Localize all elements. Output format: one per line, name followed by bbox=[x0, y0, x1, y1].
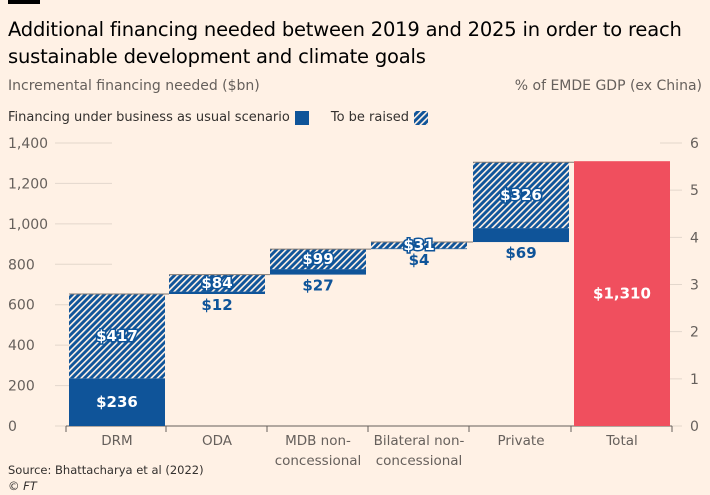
data-label: $1,310 bbox=[593, 285, 651, 303]
x-tick-label: concessional bbox=[376, 453, 463, 469]
data-label: $69 bbox=[505, 244, 536, 262]
credit: © FT bbox=[8, 479, 37, 493]
x-tick-label: MDB non- bbox=[285, 433, 351, 449]
y-tick-label: 400 bbox=[8, 338, 35, 354]
right-axis-title: % of EMDE GDP (ex China) bbox=[514, 78, 702, 94]
y2-tick-label: 5 bbox=[690, 183, 699, 199]
bar-to-be-raised bbox=[169, 274, 265, 292]
bar-to-be-raised bbox=[473, 162, 569, 229]
y-tick-label: 800 bbox=[8, 257, 35, 273]
y-tick-label: 1,400 bbox=[8, 136, 48, 152]
chart-title: Additional financing needed between 2019… bbox=[8, 18, 682, 68]
y-tick-label: 1,200 bbox=[8, 176, 48, 192]
data-label: $326 bbox=[500, 186, 542, 204]
bar-to-be-raised bbox=[69, 294, 165, 379]
legend-label-raised: To be raised bbox=[330, 110, 409, 125]
bar-bau bbox=[169, 291, 265, 295]
x-tick-label: Private bbox=[497, 433, 544, 449]
y-tick-label: 200 bbox=[8, 379, 35, 395]
bar-total bbox=[574, 161, 670, 426]
data-label: $99 bbox=[302, 250, 333, 268]
x-tick-label: Bilateral non- bbox=[374, 433, 465, 449]
bar-to-be-raised bbox=[371, 242, 467, 249]
data-label: $12 bbox=[201, 296, 232, 314]
x-tick-label: ODA bbox=[202, 433, 233, 449]
source-note: Source: Bhattacharya et al (2022) bbox=[8, 463, 204, 477]
left-axis-title: Incremental financing needed ($bn) bbox=[8, 78, 260, 94]
x-tick-label: concessional bbox=[275, 453, 362, 469]
legend-label-bau: Financing under business as usual scenar… bbox=[8, 110, 290, 125]
x-tick-label: DRM bbox=[101, 433, 132, 449]
bar-bau bbox=[69, 378, 165, 426]
bar-bau bbox=[371, 248, 467, 250]
data-label: $417 bbox=[96, 327, 138, 345]
bar-bau bbox=[270, 269, 366, 275]
data-label: $31 bbox=[403, 236, 434, 254]
x-tick-label: Total bbox=[605, 433, 638, 449]
data-label: $4 bbox=[409, 251, 430, 269]
bar-to-be-raised bbox=[270, 249, 366, 270]
y2-tick-label: 1 bbox=[690, 372, 699, 388]
data-label: $236 bbox=[96, 393, 138, 411]
y2-tick-label: 2 bbox=[690, 325, 699, 341]
y2-tick-label: 3 bbox=[690, 278, 699, 294]
y2-tick-label: 4 bbox=[690, 230, 699, 246]
data-label: $84 bbox=[201, 274, 232, 292]
data-label: $27 bbox=[302, 277, 333, 295]
y2-tick-label: 6 bbox=[690, 136, 699, 152]
legend: Financing under business as usual scenar… bbox=[8, 110, 450, 125]
legend-swatch-solid bbox=[294, 110, 309, 125]
y-tick-label: 600 bbox=[8, 298, 35, 314]
y-tick-label: 1,000 bbox=[8, 217, 48, 233]
y2-tick-label: 0 bbox=[690, 419, 699, 435]
ft-topbar bbox=[8, 0, 40, 4]
y-tick-label: 0 bbox=[8, 419, 17, 435]
bar-bau bbox=[473, 228, 569, 243]
legend-swatch-hatch bbox=[414, 110, 428, 125]
